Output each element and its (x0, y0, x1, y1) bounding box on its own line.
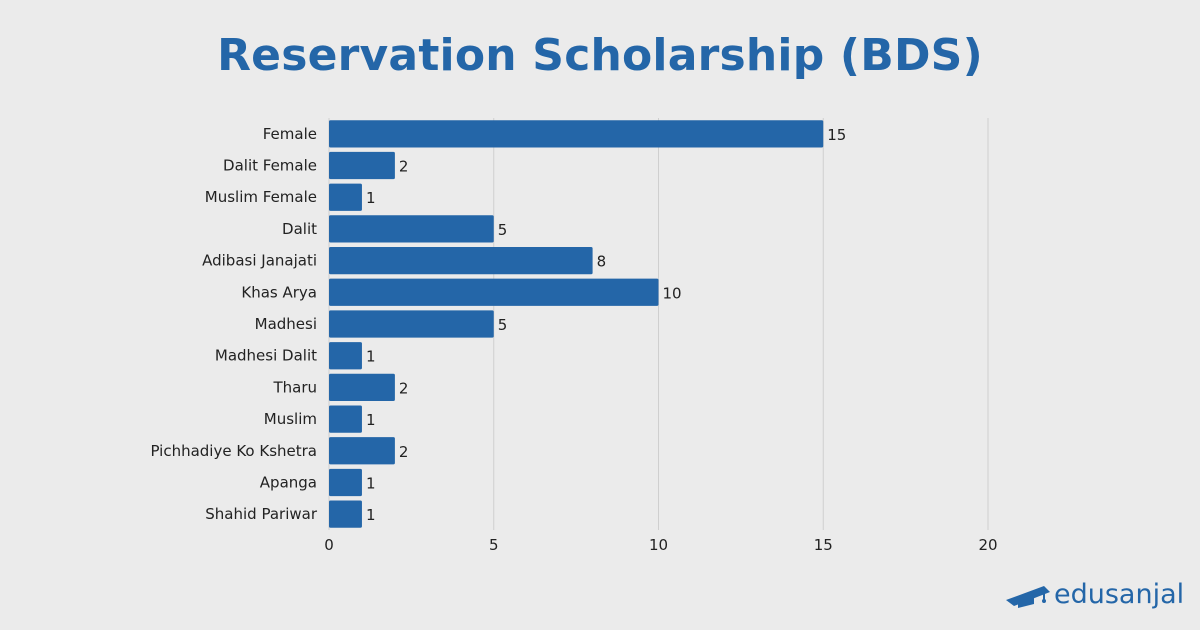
bar[interactable] (329, 373, 395, 402)
data-label: 15 (827, 126, 846, 144)
data-label: 8 (597, 253, 607, 271)
category-label: Madhesi Dalit (215, 347, 317, 365)
data-label: 10 (663, 284, 682, 302)
category-label: Muslim (264, 410, 317, 428)
category-label: Female (263, 125, 317, 143)
bar[interactable] (329, 500, 362, 528)
data-label: 1 (366, 411, 376, 429)
data-label: 1 (366, 189, 376, 207)
bars (329, 120, 824, 528)
category-label: Shahid Pariwar (205, 505, 318, 523)
category-label: Khas Arya (241, 283, 317, 301)
data-label: 5 (498, 221, 508, 239)
data-label: 2 (399, 443, 409, 461)
bar[interactable] (329, 246, 593, 275)
x-tick-label: 10 (649, 536, 668, 554)
category-label: Madhesi (255, 315, 317, 333)
graduation-cap-icon (1006, 586, 1050, 608)
bar[interactable] (329, 183, 362, 211)
x-tick-label: 0 (324, 536, 334, 554)
data-label: 2 (399, 158, 409, 176)
category-label: Pichhadiye Ko Kshetra (150, 442, 317, 460)
data-label: 1 (366, 506, 376, 524)
data-label: 1 (366, 348, 376, 366)
category-label: Apanga (260, 473, 317, 491)
data-label: 2 (399, 379, 409, 397)
chart-title: Reservation Scholarship (BDS) (217, 30, 983, 81)
bar[interactable] (329, 120, 824, 148)
bar[interactable] (329, 405, 362, 433)
brand-name: edusanjal (1054, 578, 1185, 610)
x-tick-label: 20 (978, 536, 997, 554)
bar[interactable] (329, 468, 362, 497)
x-tick-label: 5 (489, 536, 499, 554)
data-label: 1 (366, 474, 376, 492)
x-tick-label: 15 (814, 536, 833, 554)
bar[interactable] (329, 342, 362, 370)
brand-logo[interactable]: edusanjal (1004, 576, 1184, 612)
bar[interactable] (329, 151, 395, 180)
bar[interactable] (329, 437, 395, 465)
category-label: Adibasi Janajati (202, 252, 317, 270)
category-label: Tharu (272, 378, 317, 396)
data-label: 5 (498, 316, 508, 334)
category-label: Muslim Female (205, 188, 317, 206)
category-label: Dalit Female (223, 157, 317, 175)
bar[interactable] (329, 215, 494, 243)
category-label: Dalit (282, 220, 317, 238)
bar[interactable] (329, 310, 494, 338)
grid-lines (328, 118, 989, 530)
bar[interactable] (329, 278, 659, 306)
